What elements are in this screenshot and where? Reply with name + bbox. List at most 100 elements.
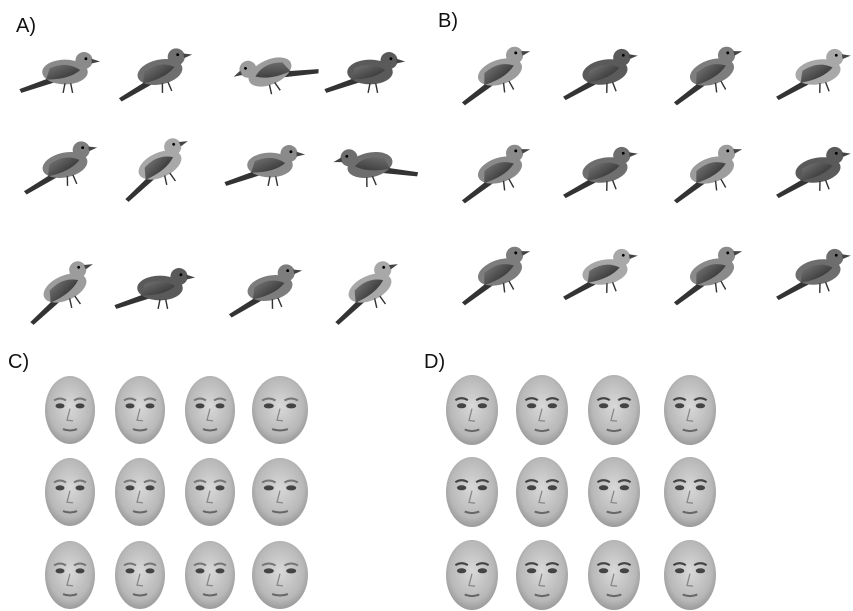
face-mouth bbox=[202, 593, 218, 597]
bird-tail bbox=[30, 295, 62, 325]
face-brows bbox=[672, 562, 708, 567]
bird-head bbox=[717, 46, 736, 64]
face-brows bbox=[193, 397, 227, 402]
bird-eye bbox=[286, 269, 290, 273]
face-mouth bbox=[132, 510, 148, 514]
face-nose bbox=[136, 490, 144, 504]
face-brows bbox=[454, 397, 490, 402]
bird-beak bbox=[628, 152, 638, 157]
face-image bbox=[446, 375, 498, 445]
face-eye bbox=[215, 568, 225, 574]
face-nose bbox=[206, 573, 214, 587]
face-eye bbox=[75, 403, 85, 409]
bird-head bbox=[167, 48, 185, 66]
face-eye bbox=[526, 403, 537, 409]
bird-eye bbox=[834, 151, 838, 155]
face-mouth bbox=[62, 510, 78, 514]
bird-legs bbox=[271, 297, 283, 309]
face-eye bbox=[695, 403, 706, 409]
face-mouth bbox=[606, 593, 622, 598]
bird-image bbox=[118, 48, 193, 102]
bird-eye bbox=[172, 142, 176, 146]
face-brows bbox=[53, 397, 87, 402]
face-eye bbox=[695, 485, 706, 491]
face-eye bbox=[55, 568, 65, 574]
face-brows bbox=[596, 479, 632, 484]
bird-eye bbox=[382, 265, 386, 269]
bird-head bbox=[613, 146, 631, 165]
bird-wing bbox=[46, 64, 81, 80]
face-mouth bbox=[202, 428, 218, 432]
bird-legs bbox=[819, 281, 830, 293]
bird-eye bbox=[514, 51, 518, 55]
face-eye bbox=[526, 568, 537, 574]
bird-legs bbox=[606, 81, 617, 93]
bird-wing bbox=[484, 64, 514, 86]
bird-head bbox=[164, 138, 182, 156]
face-eye bbox=[75, 485, 85, 491]
face-eye bbox=[547, 568, 558, 574]
bird-image bbox=[30, 261, 93, 325]
face-mouth bbox=[464, 593, 480, 598]
bird-beak bbox=[233, 70, 243, 77]
face-mouth bbox=[606, 510, 622, 515]
bird-eye bbox=[389, 57, 393, 61]
bird-image bbox=[19, 52, 101, 94]
bird-legs bbox=[502, 80, 515, 93]
face-brows bbox=[261, 397, 299, 402]
bird-wing bbox=[587, 64, 620, 83]
bird-beak bbox=[183, 53, 193, 59]
bird-beak bbox=[88, 146, 98, 152]
bird-wing bbox=[142, 64, 175, 84]
face-eye bbox=[263, 403, 274, 409]
bird-wing bbox=[354, 157, 391, 171]
bird-beak bbox=[83, 264, 93, 270]
face-eye bbox=[456, 568, 467, 574]
face-brows bbox=[672, 479, 708, 484]
face-brows bbox=[53, 479, 87, 484]
bird-legs bbox=[502, 280, 515, 293]
face-image bbox=[588, 540, 640, 610]
bird-wing bbox=[800, 162, 833, 181]
face-eye bbox=[145, 485, 155, 491]
bird-head bbox=[826, 248, 844, 267]
face-nose bbox=[136, 573, 144, 587]
bird-beak bbox=[296, 151, 306, 157]
bird-image bbox=[224, 145, 306, 187]
face-eye bbox=[477, 485, 488, 491]
bird-beak bbox=[733, 251, 743, 256]
bird-wing bbox=[800, 264, 833, 283]
bird-head bbox=[374, 261, 392, 279]
face-nose bbox=[206, 408, 214, 422]
bird-image bbox=[461, 46, 531, 106]
bird-eye bbox=[179, 273, 183, 277]
face-nose bbox=[538, 408, 546, 422]
face-eye bbox=[263, 485, 274, 491]
face-mouth bbox=[606, 428, 622, 433]
face-image bbox=[516, 457, 568, 527]
bird-legs bbox=[267, 176, 279, 187]
face-eye bbox=[619, 485, 630, 491]
face-brows bbox=[261, 479, 299, 484]
face-eye bbox=[145, 403, 155, 409]
bird-tail bbox=[125, 172, 157, 202]
face-nose bbox=[468, 490, 476, 504]
bird-image bbox=[114, 268, 196, 310]
bird-legs bbox=[161, 81, 173, 93]
bird-wing bbox=[351, 64, 386, 80]
face-brows bbox=[193, 562, 227, 567]
face-mouth bbox=[62, 428, 78, 432]
bird-head bbox=[72, 141, 90, 159]
bird-beak bbox=[841, 54, 851, 59]
face-nose bbox=[276, 490, 284, 504]
bird-head bbox=[613, 248, 631, 267]
face-eye bbox=[215, 403, 225, 409]
face-image bbox=[588, 375, 640, 445]
face-image bbox=[115, 541, 165, 609]
face-nose bbox=[610, 408, 618, 422]
bird-legs bbox=[714, 178, 727, 191]
face-eye bbox=[674, 403, 685, 409]
face-eye bbox=[674, 485, 685, 491]
face-brows bbox=[454, 479, 490, 484]
bird-image bbox=[333, 149, 419, 188]
